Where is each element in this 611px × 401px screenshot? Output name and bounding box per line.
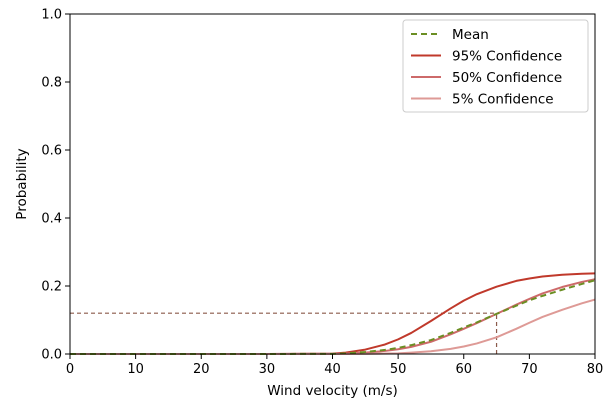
reference-lines xyxy=(70,312,498,354)
x-tick-label: 60 xyxy=(455,362,472,377)
legend-label: 5% Confidence xyxy=(452,92,554,108)
y-axis-ticks: 0.0 0.2 0.4 0.6 0.8 1.0 xyxy=(41,8,70,363)
legend-label: Mean xyxy=(452,27,489,43)
y-tick-label: 0.6 xyxy=(41,144,62,159)
series-line-0 xyxy=(70,279,596,355)
x-tick-label: 0 xyxy=(66,362,74,377)
y-tick-label: 1.0 xyxy=(41,8,62,23)
y-axis-label: Probability xyxy=(14,148,30,219)
legend-label: 95% Confidence xyxy=(452,49,562,65)
x-tick-label: 70 xyxy=(521,362,538,377)
y-tick-label: 0.4 xyxy=(41,212,62,227)
x-axis-label: Wind velocity (m/s) xyxy=(267,383,398,399)
x-axis-ticks: 0 10 20 30 40 50 60 70 80 xyxy=(66,354,603,377)
x-tick-label: 40 xyxy=(324,362,341,377)
x-tick-label: 50 xyxy=(390,362,407,377)
x-tick-label: 80 xyxy=(587,362,604,377)
y-tick-label: 0.2 xyxy=(41,280,62,295)
x-tick-label: 10 xyxy=(127,362,144,377)
y-tick-label: 0.8 xyxy=(41,76,62,91)
legend-label: 50% Confidence xyxy=(452,70,562,86)
x-tick-label: 20 xyxy=(193,362,210,377)
x-tick-label: 30 xyxy=(259,362,276,377)
legend-box xyxy=(402,19,589,113)
y-tick-label: 0.0 xyxy=(41,348,62,363)
legend: Mean 95% Confidence 50% Confidence 5% Confi… xyxy=(402,19,589,113)
